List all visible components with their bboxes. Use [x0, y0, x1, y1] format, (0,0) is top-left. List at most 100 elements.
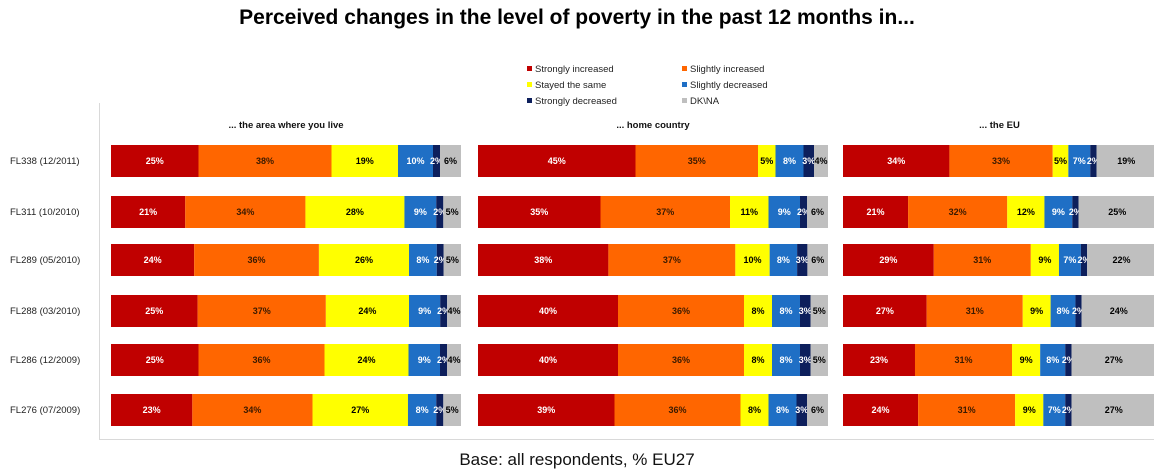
data-label: 27%	[1105, 405, 1123, 415]
bar-segment	[768, 394, 797, 426]
data-label: 6%	[444, 156, 457, 166]
bar-segment	[797, 244, 808, 276]
bar-segment	[325, 295, 410, 327]
bar-segment	[1072, 196, 1079, 228]
data-label: 34%	[887, 156, 905, 166]
data-label: 2%	[434, 255, 447, 265]
bar-segment	[608, 244, 736, 276]
data-label: 35%	[688, 156, 706, 166]
data-label: 37%	[253, 306, 271, 316]
data-label: 8%	[416, 405, 429, 415]
bar-segment	[810, 344, 828, 376]
data-label: 2%	[1069, 207, 1082, 217]
plot-frame	[99, 103, 1154, 440]
data-label: 4%	[814, 156, 827, 166]
bar-segment	[440, 295, 448, 327]
data-label: 2%	[1078, 255, 1091, 265]
data-label: 8%	[779, 355, 792, 365]
data-label: 5%	[446, 405, 459, 415]
bar-segment	[807, 244, 828, 276]
data-label: 5%	[813, 306, 826, 316]
data-label: 6%	[811, 207, 824, 217]
bar-segment	[1065, 394, 1072, 426]
bar-segment	[918, 394, 1016, 426]
bar-segment	[1050, 295, 1076, 327]
data-label: 31%	[966, 306, 984, 316]
bar-segment	[443, 394, 461, 426]
bar-segment	[111, 244, 195, 276]
data-label: 9%	[1052, 207, 1065, 217]
data-label: 9%	[414, 207, 427, 217]
bar-segment	[478, 344, 618, 376]
data-label: 21%	[867, 207, 885, 217]
data-label: 4%	[447, 355, 460, 365]
data-label: 24%	[357, 355, 375, 365]
bar-segment	[814, 145, 828, 177]
data-label: 36%	[252, 355, 270, 365]
bar-segment	[440, 145, 461, 177]
data-label: 36%	[672, 355, 690, 365]
data-label: 26%	[355, 255, 373, 265]
data-label: 25%	[1108, 207, 1126, 217]
bar-segment	[796, 394, 807, 426]
data-label: 24%	[358, 306, 376, 316]
data-label: 8%	[748, 405, 761, 415]
data-label: 8%	[751, 355, 764, 365]
data-label: 5%	[1054, 156, 1067, 166]
bar-segment	[807, 394, 828, 426]
bar-segment	[933, 244, 1031, 276]
bar-segment	[305, 196, 405, 228]
data-label: 8%	[1046, 355, 1059, 365]
bar-segment	[744, 344, 772, 376]
bar-segment	[111, 295, 198, 327]
bar-segment	[1065, 344, 1072, 376]
data-label: 28%	[346, 207, 364, 217]
data-label: 9%	[1020, 355, 1033, 365]
data-label: 32%	[949, 207, 967, 217]
data-label: 45%	[548, 156, 566, 166]
data-label: 5%	[813, 355, 826, 365]
data-label: 24%	[144, 255, 162, 265]
bar-segment	[768, 196, 800, 228]
legend-swatch	[682, 66, 687, 71]
bar-segment	[1071, 394, 1154, 426]
bar-segment	[478, 244, 609, 276]
category-label: FL286 (12/2009)	[10, 355, 80, 366]
legend-label: Stayed the same	[535, 80, 606, 91]
bar-segment	[810, 295, 828, 327]
data-label: 3%	[799, 306, 812, 316]
data-label: 25%	[145, 306, 163, 316]
bar-segment	[949, 145, 1053, 177]
legend-label: Strongly increased	[535, 64, 614, 75]
category-label: FL288 (03/2010)	[10, 306, 80, 317]
bar-segment	[769, 244, 798, 276]
data-label: 34%	[243, 405, 261, 415]
bar-segment	[198, 145, 332, 177]
bar-segment	[1090, 145, 1097, 177]
data-label: 36%	[672, 306, 690, 316]
bar-segment	[436, 196, 444, 228]
panel-title: ... the EU	[979, 120, 1020, 131]
bar-segment	[1012, 344, 1041, 376]
bar-segment	[800, 295, 811, 327]
bar-segment	[1022, 295, 1051, 327]
bar-segment	[843, 344, 915, 376]
bar-segment	[185, 196, 306, 228]
data-label: 24%	[1110, 306, 1128, 316]
data-label: 11%	[740, 207, 758, 217]
data-label: 2%	[1062, 355, 1075, 365]
bar-segment	[478, 295, 618, 327]
data-label: 6%	[811, 405, 824, 415]
data-label: 3%	[802, 156, 815, 166]
legend-swatch	[527, 98, 532, 103]
bar-segment	[1043, 394, 1066, 426]
bar-segment	[111, 196, 186, 228]
bar-segment	[800, 344, 811, 376]
data-label: 8%	[779, 306, 792, 316]
data-label: 10%	[744, 255, 762, 265]
legend-label: Strongly decreased	[535, 96, 617, 107]
bar-segment	[614, 394, 741, 426]
data-label: 3%	[796, 255, 809, 265]
data-label: 2%	[1072, 306, 1085, 316]
bar-segment	[1030, 244, 1059, 276]
